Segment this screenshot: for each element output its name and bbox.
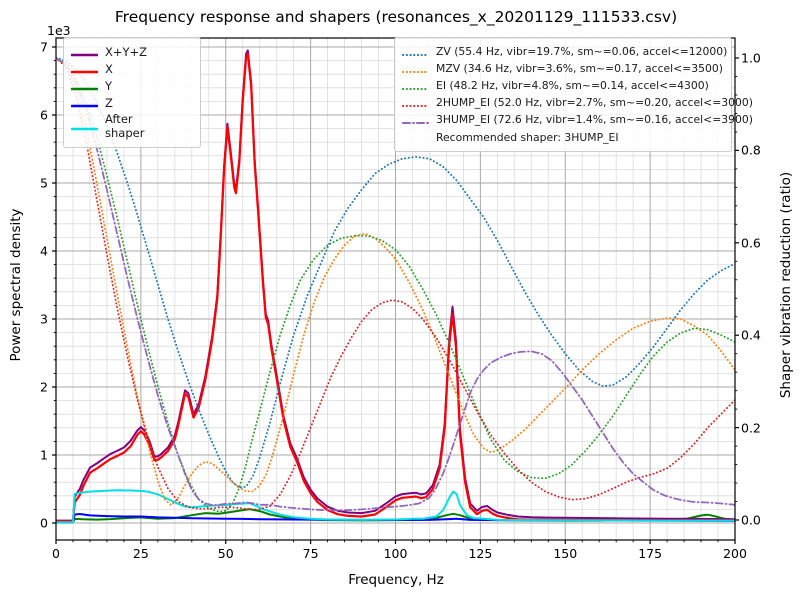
legend-label: ZV (55.4 Hz, vibr=19.7%, sm~=0.06, accel… (436, 45, 728, 59)
x-tick-label-200: 200 (723, 546, 747, 561)
legend-note-row: Recommended shaper: 3HUMP_EI (402, 129, 724, 145)
x-tick-label-50: 50 (217, 546, 234, 561)
legend-label: 2HUMP_EI (52.0 Hz, vibr=2.7%, sm~=0.20, … (436, 96, 753, 110)
y-left-tick-label-1: 1 (40, 447, 48, 463)
y-left-tick-label-4: 4 (40, 243, 48, 259)
chart-title: Frequency response and shapers (resonanc… (114, 8, 678, 26)
y-right-tick-label-0.4: 0.4 (741, 327, 761, 343)
line-swatch-icon (402, 97, 429, 109)
legend-entry-y: Y (70, 78, 193, 94)
legend-entry-after-shaper: After shaper (70, 112, 193, 141)
y-left-tick-label-6: 6 (40, 107, 48, 123)
legend-shapers: ZV (55.4 Hz, vibr=19.7%, sm~=0.06, accel… (394, 37, 753, 152)
line-swatch-icon (70, 120, 99, 132)
legend-swatch-x-line (70, 70, 99, 74)
x-tick-label-150: 150 (553, 546, 578, 561)
y-left-tick-label-0: 0 (40, 515, 48, 531)
x-tick-label-25: 25 (132, 546, 149, 561)
series-line-2hump_ei (56, 57, 735, 511)
legend-label: After shaper (105, 112, 145, 141)
y-axis-right-label: Shaper vibration reduction (ratio) (778, 171, 794, 399)
legend-swatch-after-shaper-line (70, 128, 99, 131)
y-right-tick-label-0.0: 0.0 (741, 512, 761, 528)
legend-label: EI (48.2 Hz, vibr=4.8%, sm~=0.14, accel<… (436, 79, 709, 93)
y-left-tick-label-7: 7 (40, 39, 48, 55)
line-swatch-icon (70, 63, 99, 75)
data-curves (56, 49, 735, 524)
series-line-after-shaper (56, 489, 735, 524)
legend-swatch-zv-line (402, 54, 429, 56)
line-swatch-icon (402, 114, 429, 126)
legend-entry-2hump_ei: 2HUMP_EI (52.0 Hz, vibr=2.7%, sm~=0.20, … (402, 95, 753, 111)
y-right-tick-label-0.6: 0.6 (741, 235, 761, 251)
axis-tick-marks (52, 46, 739, 544)
y-axis-left-label: Power spectral density (8, 208, 24, 362)
legend-entry-zv: ZV (55.4 Hz, vibr=19.7%, sm~=0.06, accel… (402, 44, 728, 60)
y-axis-offset-text: 1e3 (47, 23, 71, 38)
line-swatch-icon (70, 97, 99, 109)
legend-swatch-ei-line (402, 88, 429, 90)
y-left-tick-label-2: 2 (40, 379, 48, 395)
series-line-zv (56, 57, 735, 489)
legend-label: Z (105, 95, 113, 110)
line-swatch-icon (402, 80, 429, 92)
legend-entry-ei: EI (48.2 Hz, vibr=4.8%, sm~=0.14, accel<… (402, 78, 724, 94)
legend-label: MZV (34.6 Hz, vibr=3.6%, sm~=0.17, accel… (436, 62, 723, 76)
legend-swatch-z-line (70, 104, 99, 108)
y-left-tick-label-3: 3 (40, 311, 48, 327)
legend-label: X (105, 61, 113, 76)
y-right-tick-label-0.2: 0.2 (741, 420, 761, 436)
legend-swatch-mzv-line (402, 71, 429, 73)
legend-psd: X+Y+Z X Y Z After shaper (63, 37, 201, 148)
line-swatch-icon (402, 63, 429, 75)
legend-entry-3hump_ei: 3HUMP_EI (72.6 Hz, vibr=1.4%, sm~=0.16, … (402, 112, 753, 128)
series-line-ei (56, 57, 735, 513)
y-right-tick-label-1.0: 1.0 (741, 50, 761, 66)
y-right-tick-label-0.8: 0.8 (741, 142, 761, 158)
series-line-x+y+z (56, 49, 735, 522)
legend-swatch-x+y+z-line (70, 53, 99, 57)
line-swatch-icon (70, 80, 99, 92)
legend-entry-z: Z (70, 95, 193, 111)
line-swatch-icon (70, 46, 99, 58)
legend-entry-x+y+z: X+Y+Z (70, 44, 193, 60)
legend-empty-swatch (402, 131, 429, 143)
series-line-x (56, 52, 735, 523)
legend-entry-mzv: MZV (34.6 Hz, vibr=3.6%, sm~=0.17, accel… (402, 61, 724, 77)
legend-entry-x: X (70, 61, 193, 77)
recommended-shaper-note: Recommended shaper: 3HUMP_EI (436, 130, 619, 144)
x-tick-label-175: 175 (638, 546, 663, 561)
x-tick-label-100: 100 (383, 546, 408, 561)
y-left-tick-label-5: 5 (40, 175, 48, 191)
x-axis-label: Frequency, Hz (348, 572, 444, 588)
line-swatch-icon (402, 46, 429, 58)
series-line-mzv (56, 57, 735, 507)
legend-swatch-2hump_ei-line (402, 105, 429, 107)
legend-swatch-y-line (70, 87, 99, 91)
legend-label: X+Y+Z (105, 44, 148, 59)
legend-swatch-3hump_ei-line (402, 122, 429, 124)
x-tick-label-125: 125 (468, 546, 493, 561)
series-line-3hump_ei (56, 57, 735, 512)
legend-label: Y (105, 78, 113, 93)
legend-label: 3HUMP_EI (72.6 Hz, vibr=1.4%, sm~=0.16, … (436, 113, 753, 127)
x-tick-label-0: 0 (52, 546, 60, 561)
x-tick-label-75: 75 (302, 546, 319, 561)
